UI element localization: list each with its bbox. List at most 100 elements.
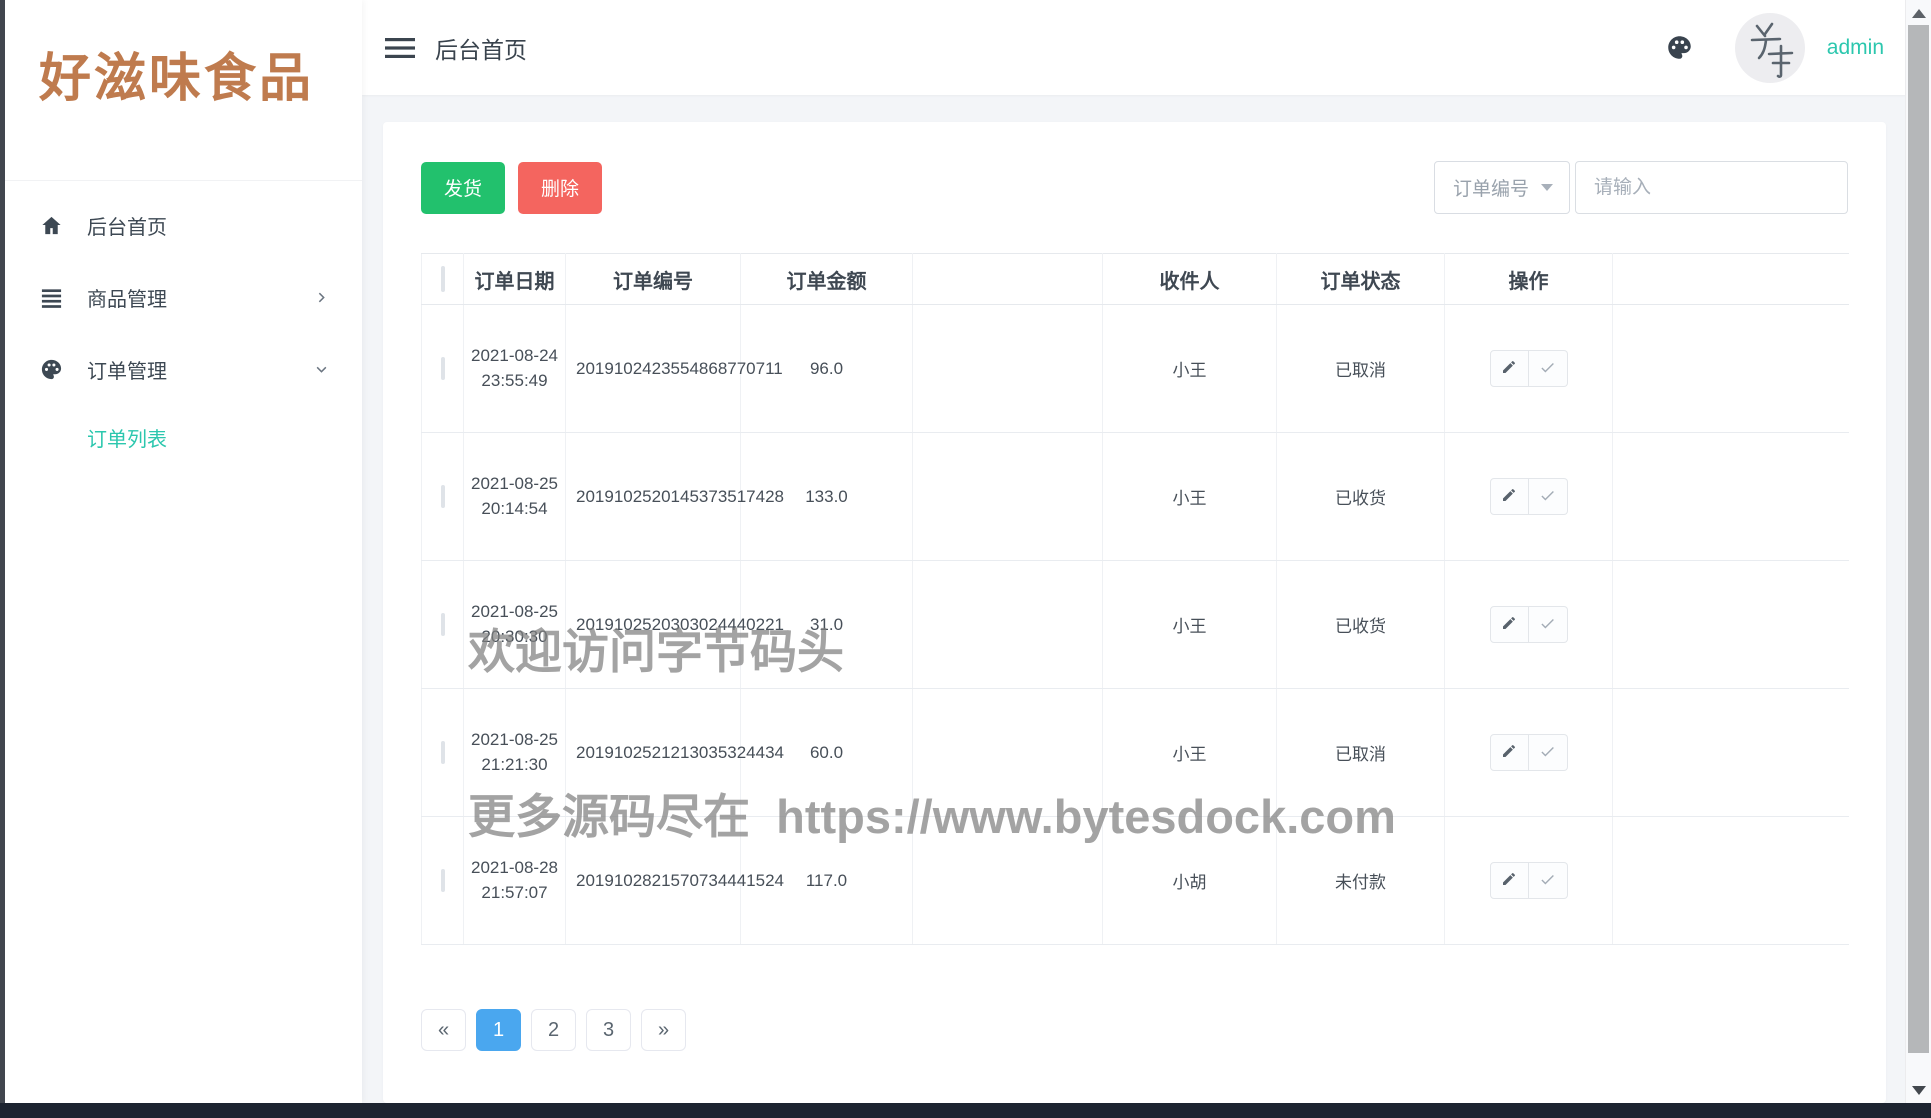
avatar-sketch-icon (1750, 22, 1794, 78)
order-date-cell: 2021-08-24 23:55:49 (463, 304, 566, 433)
edit-button[interactable] (1489, 350, 1529, 387)
order-status-cell: 已取消 (1276, 688, 1445, 817)
delete-button[interactable]: 删除 (518, 161, 602, 214)
empty-tail-cell (1612, 304, 1849, 433)
edit-icon (1501, 615, 1517, 634)
actions-cell (1444, 816, 1613, 945)
actions-cell (1444, 560, 1613, 689)
ship-button[interactable]: 发货 (421, 161, 505, 214)
confirm-button[interactable] (1528, 606, 1568, 643)
actions-cell (1444, 688, 1613, 817)
row-actions (1489, 606, 1568, 643)
order-amount-cell: 133.0 (740, 432, 913, 561)
column-header: 订单状态 (1276, 253, 1445, 305)
empty-cell (912, 688, 1103, 817)
select-row-checkbox[interactable] (440, 484, 445, 508)
app-logo: 好滋味食品 (5, 0, 362, 181)
caret-down-icon (1541, 184, 1553, 191)
pagination-last-button[interactable]: » (641, 1009, 686, 1051)
order-date-cell: 2021-08-28 21:57:07 (463, 816, 566, 945)
recipient-cell: 小王 (1102, 688, 1277, 817)
table-row: 2021-08-25 20:30:30 201910252030302444022… (421, 560, 1849, 689)
recipient-cell: 小王 (1102, 432, 1277, 561)
table-row: 2021-08-25 20:14:54 201910252014537351742… (421, 432, 1849, 561)
select-all-header-cell (421, 253, 464, 305)
confirm-button[interactable] (1528, 734, 1568, 771)
column-header: 操作 (1444, 253, 1613, 305)
order-status-cell: 已收货 (1276, 560, 1445, 689)
sidebar-item-home[interactable]: 后台首页 (5, 189, 362, 261)
hamburger-menu-icon[interactable] (385, 36, 415, 60)
recipient-cell: 小胡 (1102, 816, 1277, 945)
actions-cell (1444, 432, 1613, 561)
avatar[interactable] (1734, 12, 1805, 83)
select-all-checkbox[interactable] (440, 265, 445, 292)
table-header-row: 订单日期 订单编号 订单金额 收件人 订单状态 操作 (421, 253, 1849, 305)
theme-palette-icon[interactable] (1666, 34, 1693, 61)
scrollbar-thumb[interactable] (1908, 25, 1929, 1053)
check-icon (1539, 487, 1556, 507)
toolbar: 发货 删除 订单编号 (421, 161, 1848, 214)
pagination-page-3[interactable]: 3 (586, 1009, 631, 1051)
edit-icon (1501, 743, 1517, 762)
select-row-checkbox[interactable] (440, 868, 445, 892)
username[interactable]: admin (1826, 35, 1884, 59)
select-row-checkbox[interactable] (440, 612, 445, 636)
order-amount-cell: 31.0 (740, 560, 913, 689)
select-row-checkbox[interactable] (440, 356, 445, 380)
sidebar-subitem-order-list[interactable]: 订单列表 (87, 428, 167, 451)
confirm-button[interactable] (1528, 862, 1568, 899)
row-actions (1489, 734, 1568, 771)
check-icon (1539, 871, 1556, 891)
row-actions (1489, 350, 1568, 387)
sidebar-item-product-manage[interactable]: 商品管理 (5, 261, 362, 333)
palette-icon (39, 357, 63, 381)
edit-button[interactable] (1489, 606, 1529, 643)
empty-cell (912, 560, 1103, 689)
empty-cell (912, 816, 1103, 945)
sidebar: 好滋味食品 后台首页商品管理订单管理订单列表 (5, 0, 362, 1103)
sidebar-item-order-manage[interactable]: 订单管理 (5, 333, 362, 405)
list-icon (39, 285, 63, 309)
window-left-edge (0, 0, 5, 1118)
table-row: 2021-08-24 23:55:49 201910242355486877071… (421, 304, 1849, 433)
order-amount-cell: 117.0 (740, 816, 913, 945)
scroll-down-icon[interactable] (1906, 1083, 1931, 1097)
row-select-cell (421, 304, 464, 433)
order-date-cell: 2021-08-25 20:14:54 (463, 432, 566, 561)
row-select-cell (421, 560, 464, 689)
window-bottom-edge (0, 1103, 1931, 1118)
vertical-scrollbar[interactable] (1905, 0, 1931, 1103)
filter-field-dropdown[interactable]: 订单编号 (1433, 161, 1570, 214)
check-icon (1539, 359, 1556, 379)
topbar: 后台首页 admin (362, 0, 1906, 95)
order-number-cell: 2019102521213035324434 (565, 688, 784, 817)
sidebar-item-label: 商品管理 (87, 288, 167, 311)
page-title: 后台首页 (435, 36, 527, 63)
edit-button[interactable] (1489, 734, 1529, 771)
scroll-up-icon[interactable] (1906, 6, 1931, 20)
recipient-cell: 小王 (1102, 304, 1277, 433)
sidebar-item-label: 订单管理 (87, 360, 167, 383)
search-input[interactable] (1575, 161, 1848, 214)
confirm-button[interactable] (1528, 350, 1568, 387)
pagination-page-2[interactable]: 2 (531, 1009, 576, 1051)
edit-button[interactable] (1489, 862, 1529, 899)
edit-icon (1501, 359, 1517, 378)
edit-button[interactable] (1489, 478, 1529, 515)
table-body: 2021-08-24 23:55:49 201910242355486877071… (421, 304, 1849, 945)
actions-cell (1444, 304, 1613, 433)
home-icon (39, 213, 63, 237)
row-actions (1489, 862, 1568, 899)
filter-field-label: 订单编号 (1452, 179, 1529, 200)
pagination-first-button[interactable]: « (421, 1009, 466, 1051)
order-status-cell: 已取消 (1276, 304, 1445, 433)
select-row-checkbox[interactable] (440, 740, 445, 764)
pagination-page-1[interactable]: 1 (476, 1009, 521, 1051)
row-select-cell (421, 816, 464, 945)
order-date-cell: 2021-08-25 21:21:30 (463, 688, 566, 817)
order-status-cell: 已收货 (1276, 432, 1445, 561)
order-number-cell: 2019102423554868770711 (565, 304, 783, 433)
confirm-button[interactable] (1528, 478, 1568, 515)
